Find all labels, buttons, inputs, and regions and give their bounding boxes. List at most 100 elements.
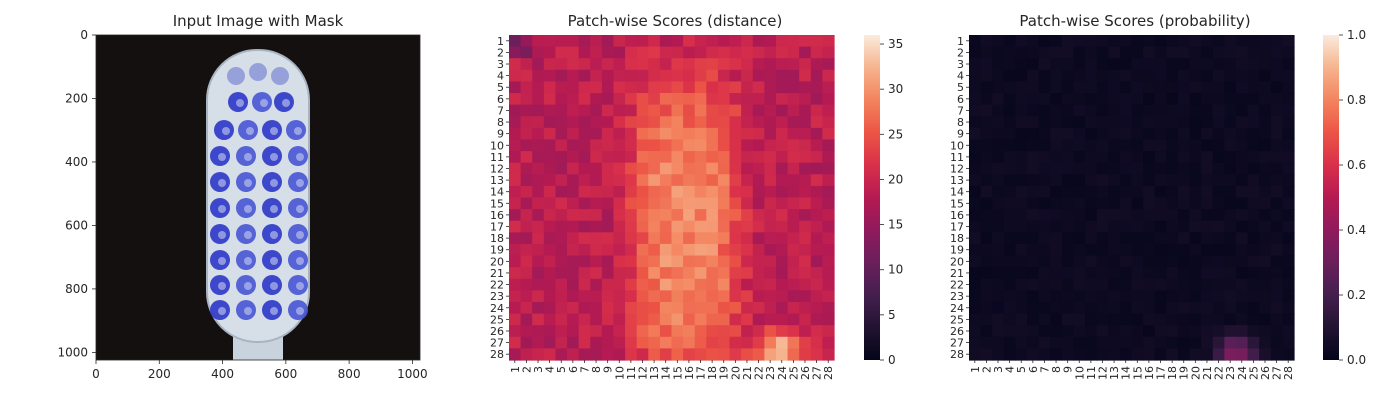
probability-cell [1050, 220, 1063, 233]
probability-cell [1015, 162, 1028, 175]
distance-cell [567, 267, 580, 280]
probability-cell [1177, 348, 1191, 361]
distance-cell [648, 139, 661, 152]
probability-cell [1224, 116, 1237, 129]
probability-cell [1096, 162, 1109, 175]
probability-cell [1189, 93, 1202, 106]
probability-cell [1212, 81, 1225, 94]
probability-cell [1212, 290, 1225, 303]
probability-cell [1085, 336, 1098, 349]
probability-cell [969, 325, 982, 338]
distance-cell [532, 220, 545, 233]
distance-cell [509, 35, 522, 48]
distance-cell [532, 185, 545, 199]
probability-cell [1270, 336, 1283, 349]
probability-y-tick-label: 6 [957, 93, 964, 106]
probability-heatmap-title: Patch-wise Scores (probability) [1019, 12, 1250, 30]
distance-cell [799, 116, 812, 129]
distance-cell [683, 104, 696, 117]
distance-cell [694, 220, 707, 233]
distance-cell [822, 185, 835, 199]
probability-cell [1085, 278, 1098, 291]
probability-cell [1212, 336, 1225, 349]
probability-cell [980, 278, 993, 291]
probability-cell [1073, 220, 1086, 233]
distance-cell [752, 255, 765, 268]
probability-cell [992, 232, 1005, 245]
distance-y-tick-label: 23 [490, 290, 504, 303]
distance-cell [625, 313, 638, 326]
probability-cell [1247, 243, 1260, 257]
probability-cell [1247, 104, 1260, 117]
probability-cell [1154, 301, 1167, 315]
probability-cell [1235, 255, 1249, 268]
probability-y-tick-label: 3 [957, 58, 964, 71]
distance-y-tick-label: 21 [490, 267, 504, 280]
probability-cell [1119, 46, 1133, 59]
distance-cell [810, 93, 823, 106]
probability-y-tick-label: 9 [957, 128, 964, 141]
probability-cell [1235, 127, 1249, 141]
distance-cell [717, 104, 731, 117]
distance-cell [741, 81, 754, 94]
distance-cell [787, 104, 800, 117]
distance-cell [741, 209, 754, 222]
bristle-highlight [218, 153, 226, 161]
image-y-tick-label: 1000 [57, 345, 88, 359]
probability-cell [992, 139, 1005, 152]
distance-y-tick-label: 16 [490, 209, 504, 222]
distance-cell [532, 46, 545, 59]
distance-cell [822, 313, 835, 326]
probability-cell [980, 209, 993, 222]
distance-cell [752, 151, 765, 164]
distance-cell [787, 243, 800, 257]
distance-cell [509, 220, 522, 233]
probability-cell [1050, 81, 1063, 94]
distance-cell [567, 348, 580, 361]
distance-cell [578, 58, 591, 71]
probability-cell [1212, 255, 1225, 268]
distance-cell [822, 209, 835, 222]
probability-cell [1108, 209, 1121, 222]
distance-cell [636, 46, 649, 59]
bristle-highlight [270, 231, 278, 239]
probability-cell [1085, 220, 1098, 233]
distance-cell [601, 278, 615, 291]
probability-cell [1073, 162, 1086, 175]
distance-cell [717, 116, 731, 129]
bristle-highlight [296, 231, 304, 239]
probability-cell [969, 93, 982, 106]
distance-cell [706, 220, 719, 233]
distance-cell [578, 325, 591, 338]
distance-cell [601, 301, 615, 315]
probability-y-tick-label: 13 [950, 174, 964, 187]
distance-cell [578, 162, 591, 175]
image-y-tick-label: 600 [65, 218, 88, 232]
distance-cell [543, 290, 557, 303]
distance-cell [729, 243, 742, 257]
distance-cell [532, 325, 545, 338]
probability-cell [1038, 255, 1051, 268]
probability-cell [1270, 255, 1283, 268]
probability-y-tick-label: 14 [950, 186, 964, 199]
probability-cell [1096, 255, 1109, 268]
distance-cell [775, 58, 789, 71]
probability-cell [1119, 93, 1133, 106]
probability-cell [1108, 243, 1121, 257]
distance-cell [764, 301, 777, 315]
probability-cell [1061, 81, 1075, 94]
probability-cell [1235, 151, 1249, 164]
probability-x-tick-label: 3 [992, 366, 1005, 373]
distance-cell [706, 174, 719, 187]
distance-cell [520, 301, 533, 315]
probability-cell [1061, 255, 1075, 268]
probability-cell [1235, 232, 1249, 245]
probability-cell [992, 104, 1005, 117]
distance-x-tick-label: 26 [799, 366, 812, 380]
probability-cell [1073, 93, 1086, 106]
distance-cell [625, 35, 638, 48]
distance-cell [822, 151, 835, 164]
distance-cell [717, 151, 731, 164]
probability-cell [1201, 243, 1214, 257]
probability-cell [1119, 255, 1133, 268]
